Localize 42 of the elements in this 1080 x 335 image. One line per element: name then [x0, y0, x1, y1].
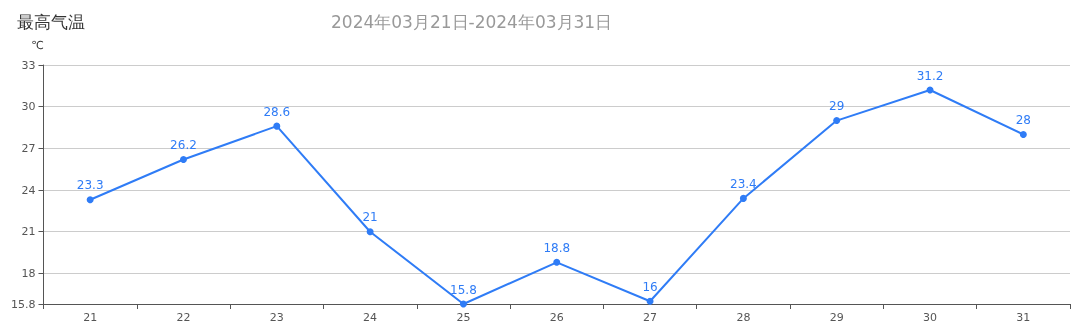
x-tick-label: 30 — [923, 311, 938, 324]
x-tick-label: 26 — [549, 311, 564, 324]
y-tick-label: 24 — [21, 183, 36, 197]
point — [86, 196, 94, 204]
y-tick-label: 18 — [21, 266, 36, 280]
point — [1019, 130, 1027, 138]
point — [366, 228, 374, 236]
point — [179, 155, 187, 163]
data-label: 29 — [829, 99, 845, 114]
point — [553, 258, 561, 266]
point — [646, 297, 654, 305]
y-tick-label: 21 — [21, 225, 36, 239]
data-label: 21 — [362, 210, 378, 225]
data-label: 23.3 — [76, 178, 104, 193]
y-tick-label: 33 — [21, 58, 36, 72]
x-tick-label: 31 — [1016, 311, 1031, 324]
data-label: 31.2 — [916, 68, 944, 83]
data-label: 28 — [1015, 112, 1031, 127]
y-tick-label: 15.8 — [10, 297, 36, 311]
chart-title: 最高气温 — [17, 11, 85, 32]
y-tick-label: 27 — [21, 141, 36, 155]
data-label: 28.6 — [263, 104, 291, 119]
chart-subtitle: 2024年03月21日-2024年03月31日 — [331, 11, 613, 32]
data-label: 26.2 — [170, 137, 197, 152]
x-tick-label: 21 — [83, 311, 98, 324]
x-tick-label: 27 — [643, 311, 658, 324]
x-tick-label: 23 — [269, 311, 284, 324]
x-tick-label: 28 — [736, 311, 751, 324]
point — [833, 117, 841, 125]
data-label: 16 — [642, 279, 658, 294]
data-label: 23.4 — [730, 176, 757, 191]
point — [739, 194, 747, 202]
y-axis-title: ℃ — [31, 39, 44, 52]
y-tick-label: 30 — [21, 100, 36, 114]
data-label: 18.8 — [543, 240, 571, 255]
x-tick-label: 29 — [829, 311, 844, 324]
data-label: 15.8 — [450, 282, 477, 297]
x-tick-label: 24 — [363, 311, 378, 324]
x-tick-label: 22 — [176, 311, 191, 324]
x-tick-label: 25 — [456, 311, 471, 324]
point — [459, 300, 467, 308]
point — [273, 122, 281, 130]
